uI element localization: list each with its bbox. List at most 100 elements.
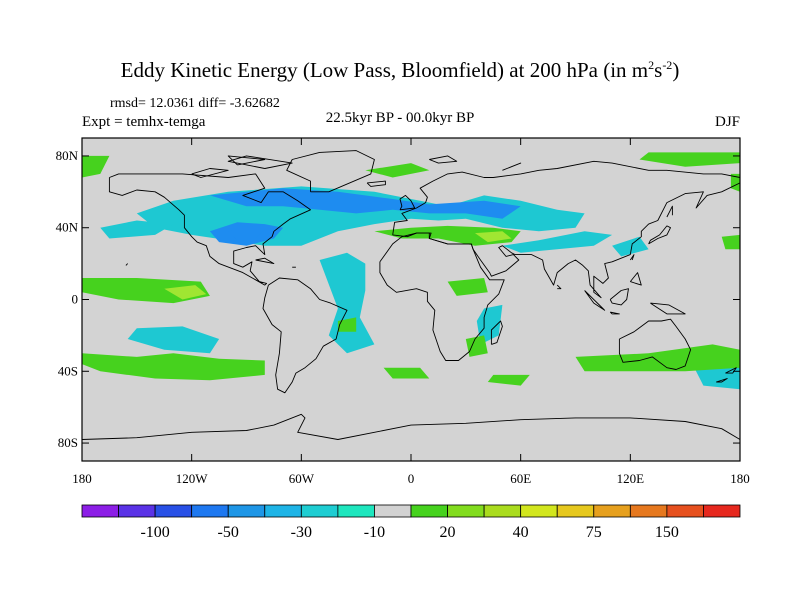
anomaly-region-16 bbox=[82, 353, 265, 381]
coastline-15 bbox=[725, 367, 737, 374]
coastline-21 bbox=[191, 168, 229, 178]
coastline-17 bbox=[255, 257, 275, 265]
anomaly-region-1 bbox=[209, 188, 521, 219]
anomaly-region-23 bbox=[465, 335, 488, 357]
anomaly-region-15 bbox=[164, 285, 207, 300]
colorbar-label-4: 20 bbox=[440, 524, 456, 541]
coastline-23 bbox=[429, 155, 458, 164]
coastline-12 bbox=[609, 311, 620, 315]
chart-title: Eddy Kinetic Energy (Low Pass, Bloomfiel… bbox=[120, 58, 680, 82]
coastline-6 bbox=[82, 413, 740, 440]
coastline-5 bbox=[618, 318, 692, 370]
coastline-1 bbox=[262, 277, 348, 394]
colorbar-swatch-13 bbox=[556, 504, 595, 518]
colorbar-swatch-16 bbox=[666, 504, 704, 518]
colorbar-swatch-8 bbox=[374, 504, 412, 518]
anomaly-region-22 bbox=[447, 278, 488, 296]
colorbar-label-6: 75 bbox=[586, 524, 602, 541]
colorbar-swatch-4 bbox=[227, 504, 266, 518]
coastline-10 bbox=[490, 320, 503, 345]
lat-tick-label-2: 0 bbox=[72, 292, 79, 307]
anomaly-region-21 bbox=[475, 231, 512, 243]
lat-tick-label-4: 80S bbox=[58, 435, 78, 450]
anomaly-region-9 bbox=[694, 364, 740, 390]
map-background bbox=[82, 138, 740, 461]
coastline-24 bbox=[502, 162, 522, 171]
colorbar: -100 -50 -30 -10 20 40 75 150 bbox=[81, 504, 741, 541]
colorbar-swatch-12 bbox=[520, 504, 558, 518]
coastline-2 bbox=[286, 150, 375, 193]
period-label: 22.5kyr BP - 00.0kyr BP bbox=[325, 110, 475, 126]
lon-tick-label-5: 120E bbox=[617, 471, 645, 486]
coastline-25 bbox=[666, 205, 673, 218]
lon-tick-label-6: 180 bbox=[730, 471, 750, 486]
coastline-16 bbox=[716, 378, 728, 383]
anomaly-region-24 bbox=[337, 317, 357, 332]
anomaly-region-10 bbox=[612, 236, 649, 257]
colorbar-label-0: -100 bbox=[140, 524, 169, 541]
anomaly-region-6 bbox=[127, 326, 220, 354]
experiment-label: Expt = temhx-temga bbox=[82, 114, 206, 130]
coastline-9 bbox=[648, 225, 671, 245]
colorbar-swatch-11 bbox=[483, 504, 522, 518]
anomaly-region-8 bbox=[502, 231, 613, 253]
colorbar-swatch-0 bbox=[81, 504, 119, 518]
axis-ticks: 80N 40N 0 40S 80S 180 120W 60W 0 60E 120E 180 bbox=[56, 138, 750, 486]
coastline-8 bbox=[366, 180, 386, 187]
lon-tick-label-2: 60W bbox=[289, 471, 315, 486]
colorbar-swatch-17 bbox=[703, 504, 741, 518]
lon-tick-label-3: 0 bbox=[408, 471, 415, 486]
coastline-18 bbox=[629, 254, 635, 261]
lon-tick-label-4: 60E bbox=[510, 471, 531, 486]
anomaly-region-5 bbox=[319, 252, 375, 354]
colorbar-label-5: 40 bbox=[513, 524, 529, 541]
colorbar-swatch-14 bbox=[593, 504, 631, 518]
anomaly-region-25 bbox=[365, 163, 430, 178]
colorbar-swatch-10 bbox=[447, 504, 485, 518]
colorbar-swatch-15 bbox=[629, 504, 668, 518]
colorbar-label-1: -50 bbox=[218, 524, 239, 541]
lon-tick-label-1: 120W bbox=[176, 471, 209, 486]
colorbar-swatch-9 bbox=[410, 504, 448, 518]
anomaly-region-12 bbox=[639, 152, 740, 167]
coastline-layer bbox=[82, 150, 740, 440]
coastline-28 bbox=[125, 263, 129, 266]
anomaly-region-18 bbox=[487, 374, 530, 386]
lat-tick-label-1: 40N bbox=[56, 220, 79, 235]
anomaly-region-20 bbox=[374, 225, 521, 246]
coastline-3 bbox=[392, 160, 740, 299]
season-label: DJF bbox=[714, 114, 740, 130]
colorbar-swatch-7 bbox=[337, 504, 375, 518]
coastline-19 bbox=[629, 272, 642, 286]
stats-text: rmsd= 12.0361 diff= -3.62682 bbox=[110, 96, 280, 111]
colorbar-swatch-5 bbox=[264, 504, 302, 518]
lat-tick-label-3: 40S bbox=[58, 363, 78, 378]
coastline-0 bbox=[108, 173, 311, 286]
coastline-14 bbox=[650, 302, 686, 315]
anomaly-region-17 bbox=[383, 367, 430, 379]
anomaly-region-7 bbox=[476, 304, 503, 345]
coastline-26 bbox=[556, 284, 562, 290]
colorbar-label-7: 150 bbox=[655, 524, 679, 541]
colorbar-label-2: -30 bbox=[291, 524, 312, 541]
anomaly-region-19 bbox=[575, 344, 740, 372]
coastline-20 bbox=[227, 155, 293, 169]
coastline-22 bbox=[227, 155, 266, 166]
coastline-13 bbox=[609, 288, 629, 306]
anomaly-region-11 bbox=[82, 155, 110, 178]
colorbar-swatch-2 bbox=[154, 504, 193, 518]
coastline-11 bbox=[584, 290, 606, 311]
anomaly-layer bbox=[82, 152, 740, 390]
colorbar-label-3: -10 bbox=[364, 524, 385, 541]
anomaly-region-14 bbox=[82, 278, 210, 304]
colorbar-swatch-6 bbox=[300, 504, 339, 518]
anomaly-region-26 bbox=[721, 234, 740, 250]
anomaly-region-3 bbox=[228, 225, 265, 241]
lat-tick-label-0: 80N bbox=[56, 148, 79, 163]
coastline-7 bbox=[399, 194, 416, 211]
coastline-4 bbox=[379, 232, 505, 361]
colorbar-swatch-3 bbox=[191, 504, 229, 518]
anomaly-region-13 bbox=[730, 173, 740, 192]
colorbar-swatch-1 bbox=[118, 504, 156, 518]
